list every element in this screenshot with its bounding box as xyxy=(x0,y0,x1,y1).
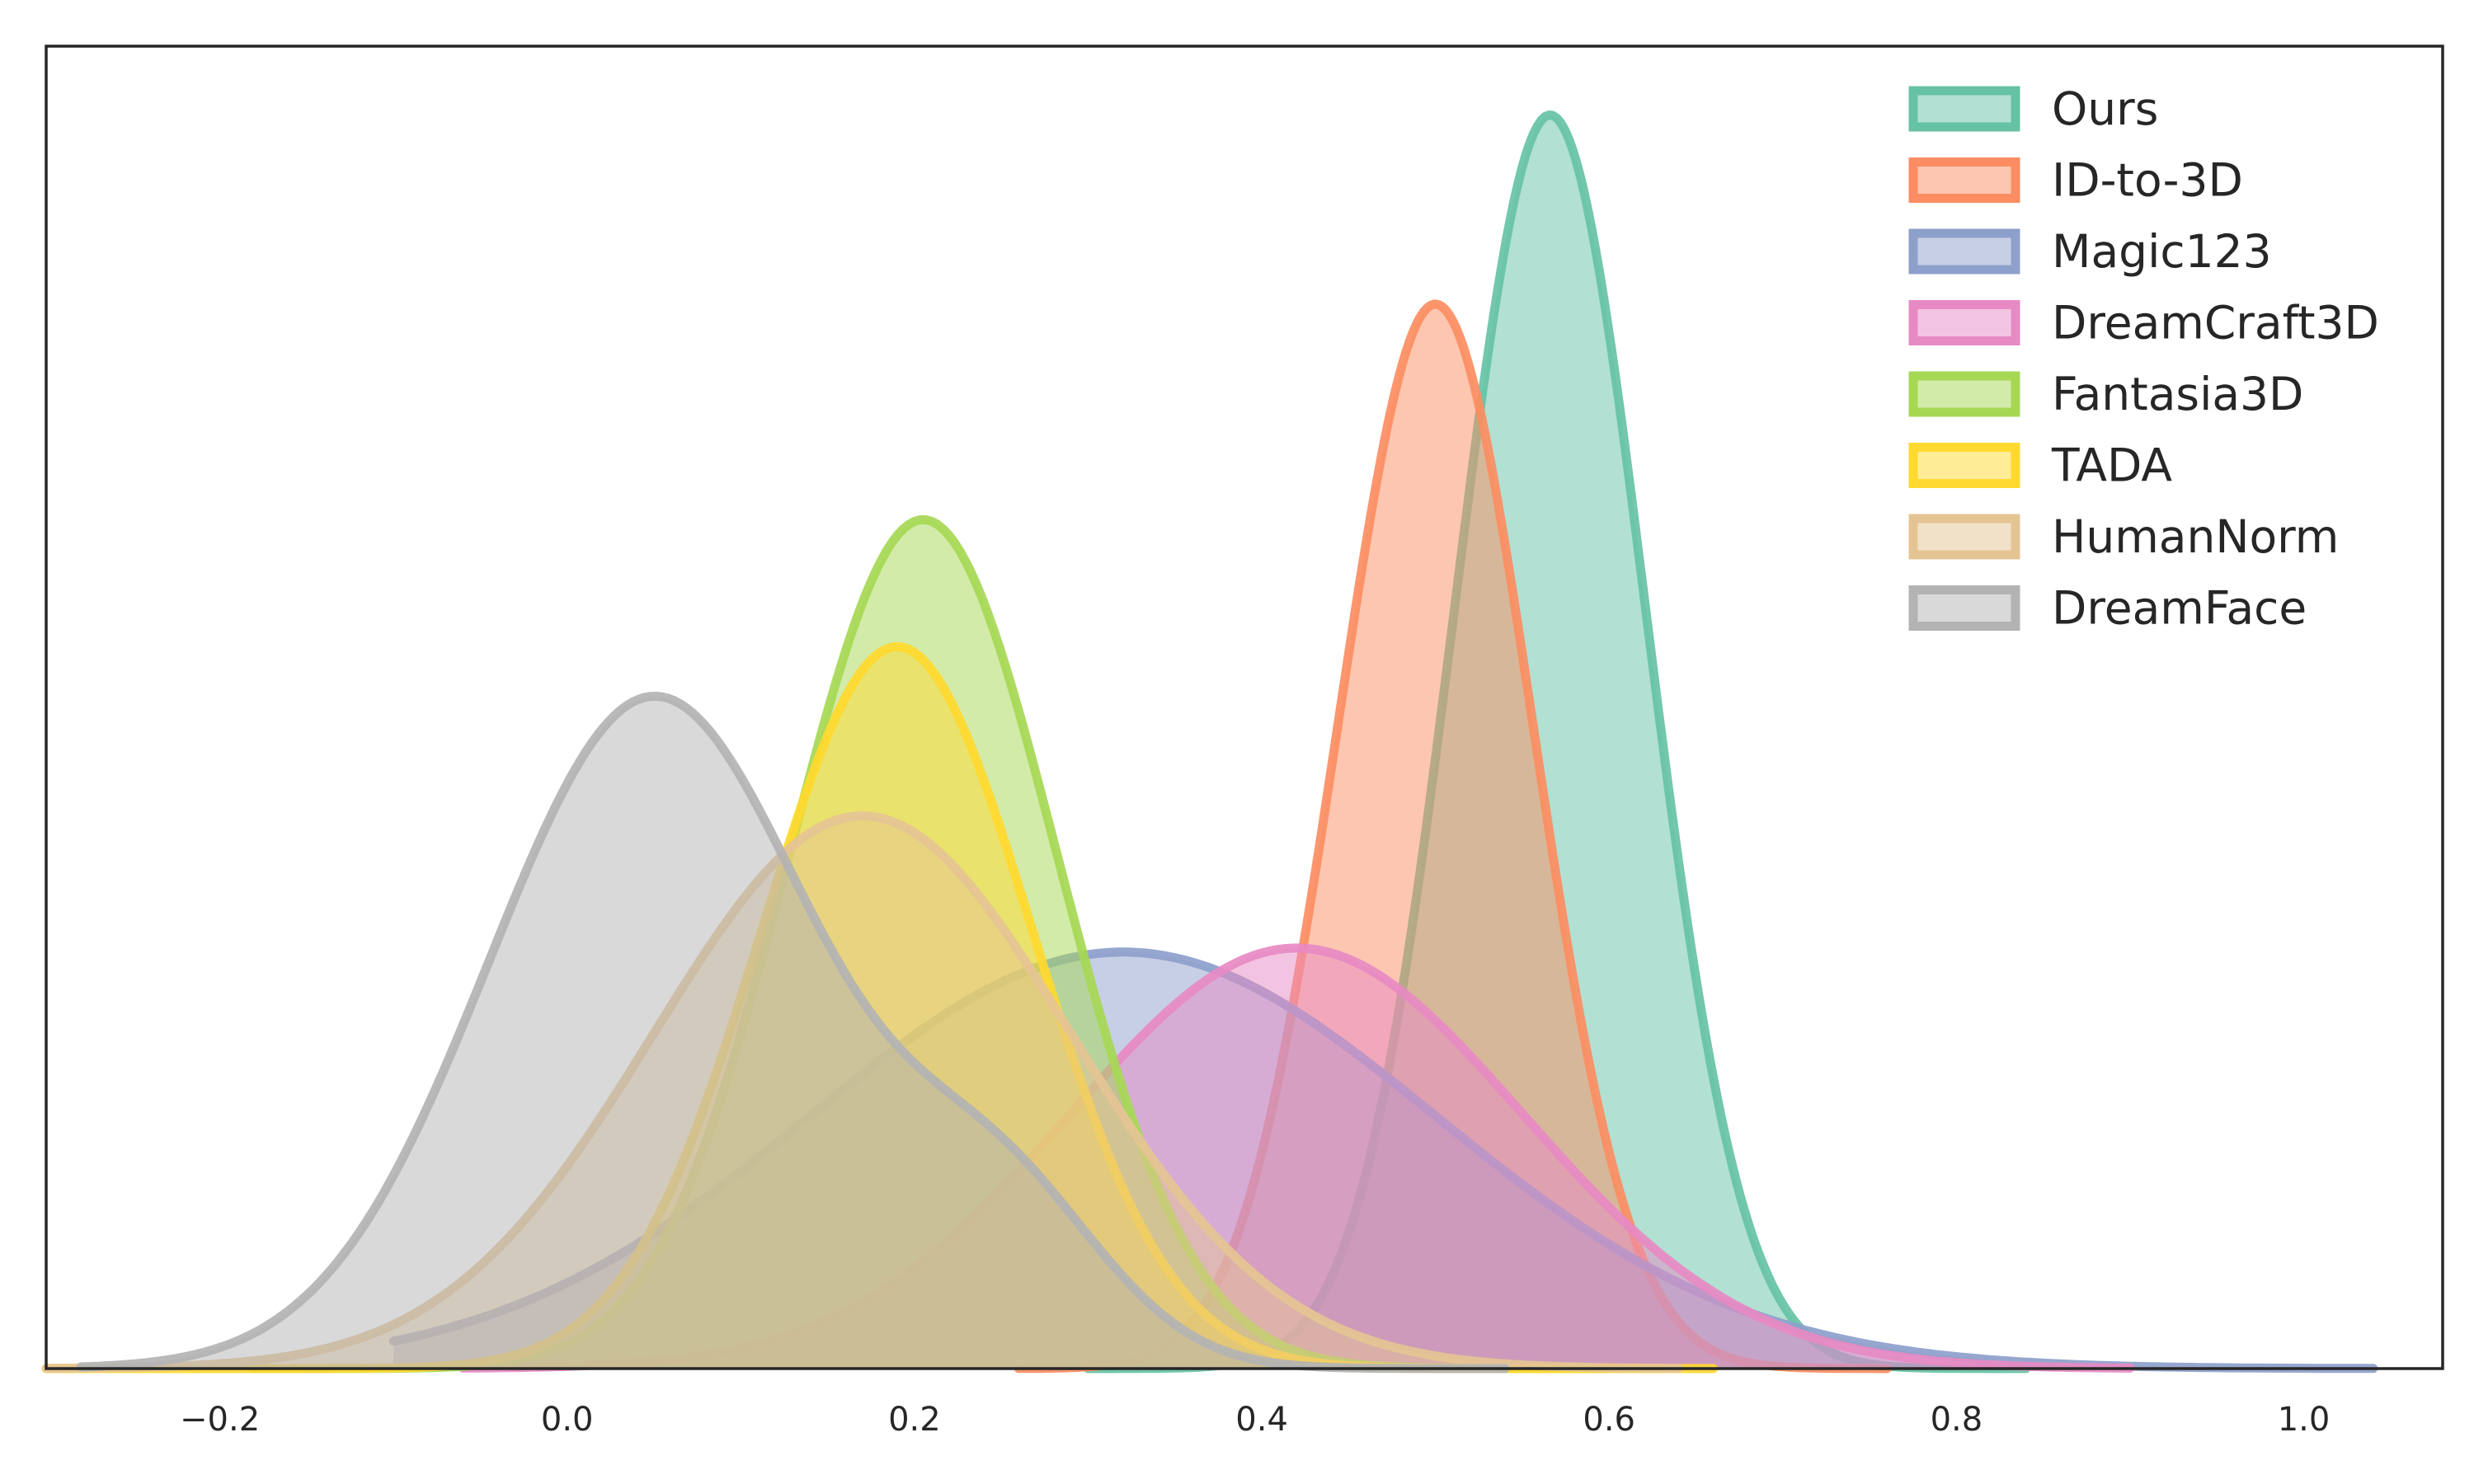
area-ours xyxy=(1088,115,2026,1369)
legend-item-magic123: Magic123 xyxy=(1908,225,2272,278)
area-dreamface xyxy=(81,696,1505,1369)
legend-swatch xyxy=(1908,157,2020,203)
legend-swatch xyxy=(1908,300,2020,345)
legend-swatch xyxy=(1908,443,2020,488)
legend-item-dreamcraft3d: DreamCraft3D xyxy=(1908,297,2379,350)
x-axis: −0.2 0.0 0.2 0.4 0.6 0.8 1.0 xyxy=(180,1401,2330,1439)
plot-frame xyxy=(45,45,2444,1370)
legend-swatch xyxy=(1908,228,2020,275)
legend-item-fantasia3d: Fantasia3D xyxy=(1908,368,2303,420)
legend-swatch xyxy=(1908,514,2020,560)
legend-label: Fantasia3D xyxy=(2052,368,2303,420)
x-tick-label: 0.8 xyxy=(1931,1401,1983,1439)
density-areas xyxy=(41,110,2378,1374)
legend-item-id-to-3d: ID-to-3D xyxy=(1908,154,2243,207)
x-tick-label: 1.0 xyxy=(2278,1401,2331,1439)
x-tick-label: 0.4 xyxy=(1235,1401,1288,1439)
legend-label: DreamCraft3D xyxy=(2052,297,2379,350)
legend-item-humannorm: HumanNorm xyxy=(1908,510,2339,563)
legend-label: ID-to-3D xyxy=(2052,154,2243,207)
legend-swatch xyxy=(1908,585,2020,631)
x-tick-label: 0.6 xyxy=(1583,1401,1635,1439)
area-dreamcraft3d xyxy=(463,947,2130,1369)
area-id-to-3d xyxy=(1018,303,1888,1369)
legend-item-tada: TADA xyxy=(1908,439,2172,492)
legend-item-ours: Ours xyxy=(1908,82,2158,135)
legend-swatch xyxy=(1908,371,2020,417)
legend-label: TADA xyxy=(2051,439,2172,492)
x-tick-label: −0.2 xyxy=(180,1401,260,1439)
series-dreamface xyxy=(76,692,1510,1374)
x-tick-label: 0.0 xyxy=(541,1401,594,1439)
legend-label: Magic123 xyxy=(2052,225,2272,278)
legend-label: DreamFace xyxy=(2052,582,2307,635)
legend-label: Ours xyxy=(2052,82,2158,135)
x-tick-label: 0.2 xyxy=(888,1401,941,1439)
legend-item-dreamface: DreamFace xyxy=(1908,582,2307,635)
legend: Ours ID-to-3D Magic123 DreamCraft3D Fantasia… xyxy=(1908,82,2379,635)
legend-label: HumanNorm xyxy=(2052,510,2339,563)
legend-swatch xyxy=(1908,86,2020,132)
curve-dreamface xyxy=(76,692,1510,1374)
